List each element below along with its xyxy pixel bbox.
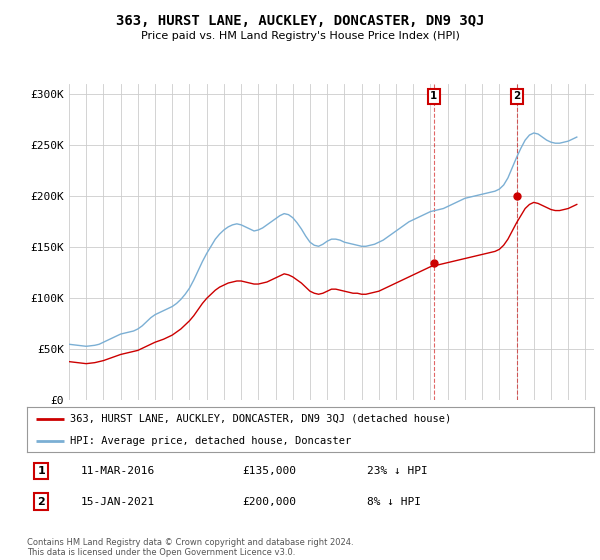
- Text: £135,000: £135,000: [242, 466, 296, 476]
- Text: £200,000: £200,000: [242, 497, 296, 507]
- Text: 363, HURST LANE, AUCKLEY, DONCASTER, DN9 3QJ (detached house): 363, HURST LANE, AUCKLEY, DONCASTER, DN9…: [70, 414, 451, 424]
- Text: Price paid vs. HM Land Registry's House Price Index (HPI): Price paid vs. HM Land Registry's House …: [140, 31, 460, 41]
- Text: 1: 1: [37, 466, 45, 476]
- Text: HPI: Average price, detached house, Doncaster: HPI: Average price, detached house, Donc…: [70, 436, 351, 446]
- Text: 2: 2: [37, 497, 45, 507]
- Text: 363, HURST LANE, AUCKLEY, DONCASTER, DN9 3QJ: 363, HURST LANE, AUCKLEY, DONCASTER, DN9…: [116, 14, 484, 28]
- Text: 1: 1: [430, 91, 437, 101]
- Text: 15-JAN-2021: 15-JAN-2021: [81, 497, 155, 507]
- Text: 23% ↓ HPI: 23% ↓ HPI: [367, 466, 428, 476]
- Text: 11-MAR-2016: 11-MAR-2016: [81, 466, 155, 476]
- Text: 2: 2: [514, 91, 521, 101]
- Text: 8% ↓ HPI: 8% ↓ HPI: [367, 497, 421, 507]
- Text: Contains HM Land Registry data © Crown copyright and database right 2024.
This d: Contains HM Land Registry data © Crown c…: [27, 538, 353, 557]
